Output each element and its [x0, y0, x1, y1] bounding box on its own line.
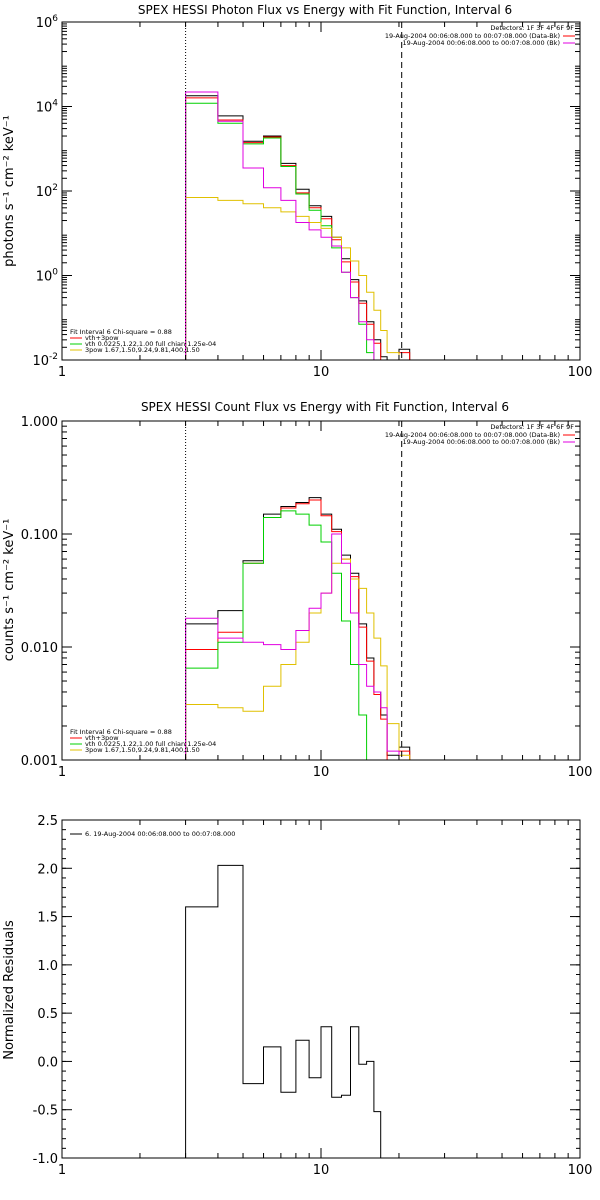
count-flux-detectors-text: Detectors: 1F 3F 4F 6F 9F [490, 423, 574, 431]
residuals-y-tick-label: 0.0 [37, 1055, 58, 1070]
panel-count-flux-frame [61, 420, 581, 761]
count-flux-time-range-text: 19-Aug-2004 00:06:08.000 to 00:07:08.000… [403, 438, 560, 446]
count-flux-series-line-2 [185, 510, 410, 761]
panel-count-flux-legend: Fit Interval 6 Chi-square = 0.88vth+3pow… [70, 728, 216, 754]
panel-residuals-series [185, 864, 399, 1159]
panel-count-flux-title: SPEX HESSI Count Flux vs Energy with Fit… [141, 400, 509, 414]
photon-flux-y-tick-label: 104 [36, 99, 59, 116]
residuals-y-tick-label: 2.5 [37, 814, 58, 829]
panel-count-flux-series [185, 497, 411, 761]
count-flux-legend-entry: vth 0.0225,1.22,1.00 full chian 1.25e-04 [85, 740, 216, 748]
residuals-y-tick-label: 0.5 [37, 1007, 58, 1022]
photon-flux-x-tick-label: 1 [58, 365, 66, 380]
panel-residuals-legend: 6. 19-Aug-2004 00:06:08.000 to 00:07:08.… [70, 830, 235, 838]
photon-flux-series-line-0 [185, 95, 411, 361]
photon-flux-series-line-2 [185, 102, 410, 361]
panel-photon-flux-legend: Fit Interval 6 Chi-square = 0.88vth+3pow… [70, 328, 216, 354]
residuals-x-tick-label: 10 [313, 1163, 330, 1178]
photon-flux-series-line-1 [185, 97, 411, 361]
count-flux-y-tick-label: 0.100 [21, 528, 58, 543]
photon-flux-time-range-text: 19-Aug-2004 00:06:08.000 to 00:07:08.000… [385, 32, 560, 40]
photon-flux-x-tick-label: 10 [313, 365, 330, 380]
panel-photon-flux-ticks: 1 10 100 10-2 100 102 104 106 [32, 14, 592, 380]
residuals-series-line-0 [185, 864, 399, 1159]
count-flux-x-tick-label: 1 [58, 765, 66, 780]
panel-photon-flux-frame [61, 21, 581, 361]
residuals-y-tick-label: -1.0 [33, 1152, 58, 1167]
panel-residuals-y-axis-label: Normalized Residuals [2, 920, 17, 1060]
count-flux-y-tick-label: 1.000 [21, 415, 58, 430]
count-flux-y-tick-label: 0.001 [21, 754, 58, 769]
count-flux-legend-entry: 3pow 1.67,1.50,9.24,9.81,400,1.50 [85, 746, 200, 754]
count-flux-time-range-text: 19-Aug-2004 00:06:08.000 to 00:07:08.000… [385, 431, 560, 439]
panel-count-flux: SPEX HESSI Count Flux vs Energy with Fit… [2, 400, 592, 780]
photon-flux-detectors-text: Detectors: 1F 3F 4F 6F 9F [490, 24, 574, 32]
residuals-x-tick-label: 100 [568, 1163, 593, 1178]
count-flux-series-line-3 [185, 558, 411, 760]
photon-flux-series-line-4 [185, 91, 410, 361]
panel-photon-flux-series [185, 91, 411, 361]
residuals-y-tick-label: 1.0 [37, 959, 58, 974]
photon-flux-time-range-text: 19-Aug-2004 00:06:08.000 to 00:07:08.000… [403, 39, 560, 47]
residuals-y-tick-label: 2.0 [37, 862, 58, 877]
residuals-y-tick-label: 1.5 [37, 911, 58, 926]
panel-photon-flux: SPEX HESSI Photon Flux vs Energy with Fi… [2, 3, 592, 380]
photon-flux-legend-header: Fit Interval 6 Chi-square = 0.88 [70, 328, 172, 336]
residuals-legend-entry: 6. 19-Aug-2004 00:06:08.000 to 00:07:08.… [85, 830, 235, 838]
residuals-x-tick-label: 1 [58, 1163, 66, 1178]
photon-flux-legend-entry: 3pow 1.67,1.50,9.24,9.81,400,1.50 [85, 346, 200, 354]
photon-flux-y-tick-label: 102 [36, 183, 58, 200]
photon-flux-legend-entry: vth 0.0225,1.22,1.00 full chian 1.25e-04 [85, 340, 216, 348]
photon-flux-series-line-3 [185, 197, 410, 361]
panel-photon-flux-y-axis-label: photons s⁻¹ cm⁻² keV⁻¹ [2, 115, 17, 267]
count-flux-legend-header: Fit Interval 6 Chi-square = 0.88 [70, 728, 172, 736]
photon-flux-y-tick-label: 106 [36, 14, 59, 31]
panel-photon-flux-title: SPEX HESSI Photon Flux vs Energy with Fi… [138, 3, 512, 17]
count-flux-y-tick-label: 0.010 [21, 641, 58, 656]
panel-residuals-frame [61, 819, 581, 1159]
panel-count-flux-y-axis-label: counts s⁻¹ cm⁻² keV⁻¹ [2, 519, 17, 662]
count-flux-legend-entry: vth+3pow [85, 734, 119, 742]
panel-residuals-ticks: 1 10 100 -1.0 -0.5 0.0 0.5 1.0 1.5 2.0 2.5 [33, 814, 593, 1178]
panel-residuals: 1 10 100 -1.0 -0.5 0.0 0.5 1.0 1.5 2.0 2.5 Normali… [2, 814, 592, 1178]
residuals-y-tick-label: -0.5 [33, 1104, 58, 1119]
count-flux-series-line-0 [185, 497, 411, 760]
photon-flux-x-tick-label: 100 [568, 365, 593, 380]
photon-flux-y-tick-label: 100 [36, 268, 59, 285]
photon-flux-legend-entry: vth+3pow [85, 334, 119, 342]
panel-count-flux-marker-lines [185, 421, 403, 760]
count-flux-x-tick-label: 100 [568, 765, 593, 780]
count-flux-series-line-4 [185, 533, 410, 761]
photon-flux-y-tick-label: 10-2 [32, 352, 58, 369]
panel-photon-flux-marker-lines [185, 22, 403, 360]
count-flux-x-tick-label: 10 [313, 765, 330, 780]
panel-count-flux-ticks: 1 10 100 0.001 0.010 0.100 1.000 [21, 415, 593, 780]
